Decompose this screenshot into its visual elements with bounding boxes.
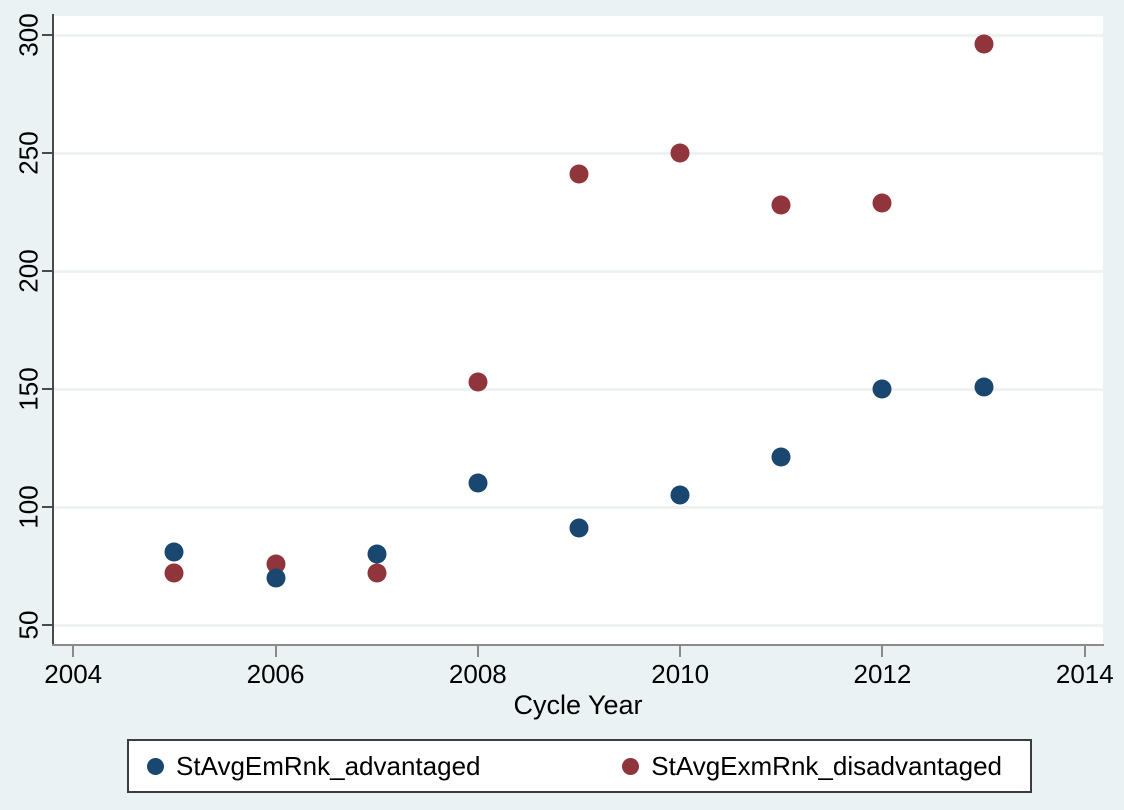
x-tick-label-2010: 2010 (651, 659, 710, 689)
y-tick-label-150: 150 (13, 367, 44, 411)
data-point-StAvgExmRnk_disadvantaged-2009 (569, 164, 589, 184)
data-point-StAvgExmRnk_disadvantaged-2013 (974, 34, 994, 54)
data-point-StAvgEmRnk_advantaged-2010 (670, 485, 690, 505)
legend-marker-disadvantaged-icon (622, 757, 640, 775)
x-tick-label-2014: 2014 (1055, 659, 1114, 689)
y-tick-200 (42, 269, 52, 272)
x-tick-label-2008: 2008 (448, 659, 507, 689)
y-tick-label-300: 300 (13, 13, 44, 57)
legend-label-disadvantaged: StAvgExmRnk_disadvantaged (651, 750, 1002, 781)
y-tick-label-50: 50 (13, 610, 44, 640)
data-point-StAvgEmRnk_advantaged-2013 (974, 377, 994, 397)
data-point-StAvgExmRnk_disadvantaged-2008 (468, 372, 488, 392)
data-point-StAvgExmRnk_disadvantaged-2010 (670, 143, 690, 163)
y-tick-label-200: 200 (13, 249, 44, 293)
data-point-StAvgEmRnk_advantaged-2008 (468, 473, 488, 493)
gridline-y-250 (53, 151, 1103, 155)
y-tick-150 (42, 388, 52, 391)
gridline-y-150 (53, 388, 1103, 392)
data-point-StAvgEmRnk_advantaged-2006 (266, 568, 286, 588)
x-tick-label-2004: 2004 (44, 659, 103, 689)
y-tick-300 (42, 33, 52, 36)
legend-marker-advantaged-icon (147, 757, 164, 775)
data-point-StAvgExmRnk_disadvantaged-2005 (164, 563, 184, 583)
x-tick-2014 (1083, 646, 1086, 657)
y-tick-50 (42, 624, 52, 627)
data-point-StAvgExmRnk_disadvantaged-2012 (872, 193, 892, 212)
legend-item-disadvantaged: StAvgExmRnk_disadvantaged (622, 751, 1002, 782)
gridline-y-300 (53, 33, 1103, 37)
gridline-y-50 (53, 624, 1103, 628)
data-point-StAvgExmRnk_disadvantaged-2007 (367, 563, 387, 583)
x-tick-2006 (274, 646, 277, 657)
x-axis-line (52, 644, 1104, 646)
data-point-StAvgExmRnk_disadvantaged-2011 (771, 195, 791, 215)
legend-label-advantaged: StAvgEmRnk_advantaged (176, 750, 481, 781)
y-axis-line (52, 14, 54, 646)
x-axis-title: Cycle Year (513, 690, 643, 720)
y-tick-250 (42, 151, 52, 154)
gridline-y-100 (53, 506, 1103, 510)
x-tick-label-2006: 2006 (246, 659, 305, 689)
x-tick-2010 (679, 646, 682, 657)
x-tick-label-2012: 2012 (853, 659, 912, 689)
plot-area (53, 16, 1103, 644)
y-tick-label-250: 250 (13, 131, 44, 175)
legend-box: StAvgEmRnk_advantaged StAvgExmRnk_disadv… (127, 739, 1032, 793)
y-tick-100 (42, 506, 52, 509)
data-point-StAvgEmRnk_advantaged-2009 (569, 518, 589, 538)
gridline-y-200 (53, 269, 1103, 273)
data-point-StAvgEmRnk_advantaged-2011 (771, 447, 791, 467)
x-tick-2008 (476, 646, 479, 657)
data-point-StAvgEmRnk_advantaged-2005 (164, 542, 184, 562)
y-tick-label-100: 100 (13, 485, 44, 529)
data-point-StAvgEmRnk_advantaged-2007 (367, 544, 387, 564)
data-point-StAvgEmRnk_advantaged-2012 (872, 379, 892, 399)
x-tick-2012 (881, 646, 884, 657)
x-tick-2004 (72, 646, 75, 657)
legend-item-advantaged: StAvgEmRnk_advantaged (147, 751, 481, 782)
